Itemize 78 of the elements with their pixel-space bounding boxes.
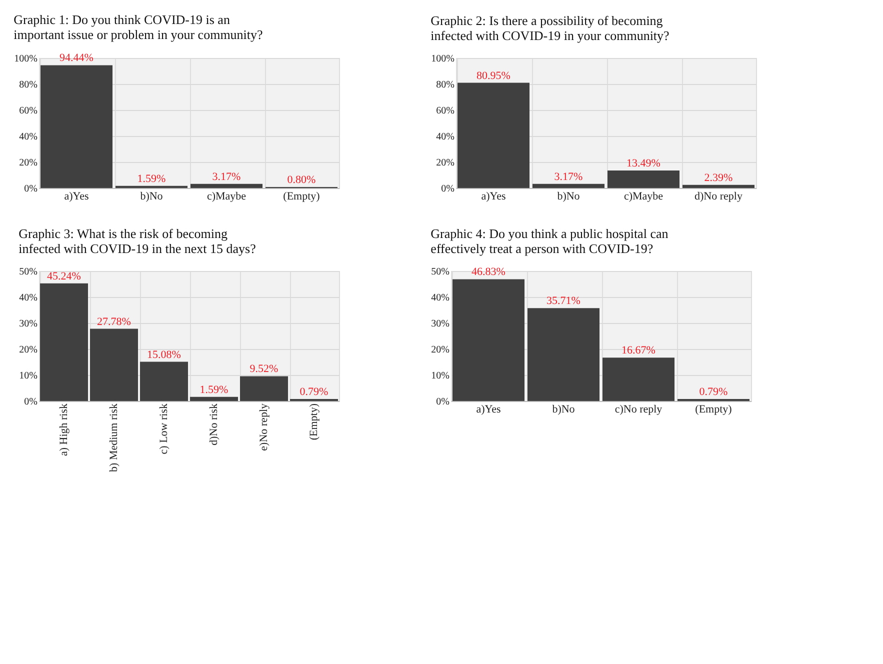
y-tick-label: 0% (436, 396, 450, 408)
bar (240, 376, 288, 401)
data-label: 13.49% (626, 157, 660, 170)
data-label: 27.78% (97, 316, 131, 328)
x-tick-label: b)No (557, 190, 580, 202)
data-label: 3.17% (554, 170, 583, 183)
y-tick-label: 10% (19, 370, 38, 382)
y-tick-label: 20% (19, 158, 38, 168)
bar (190, 184, 262, 188)
x-tick-label: a)Yes (64, 190, 89, 202)
y-tick-label: 10% (431, 370, 450, 382)
bar (190, 396, 238, 401)
x-tick-label: c) Low risk (158, 403, 170, 454)
data-label: 9.52% (250, 363, 278, 376)
x-tick-label: a)Yes (476, 404, 501, 416)
y-tick-label: 0% (441, 184, 454, 194)
bar (40, 65, 112, 188)
y-tick-label: 20% (19, 344, 38, 356)
y-tick-label: 100% (14, 54, 38, 64)
chart-title: Graphic 2: Is there a possibility of becoming infected with COVID-19 in your community? (430, 13, 670, 43)
x-tick-label: b)No (552, 404, 576, 416)
x-tick-label: b)No (140, 190, 164, 202)
bar (528, 308, 600, 401)
x-tick-label: (Empty) (695, 404, 732, 416)
y-tick-label: 40% (436, 132, 454, 142)
x-tick-label: e)No reply (258, 403, 270, 451)
bar (452, 279, 524, 401)
x-tick-label: a) High risk (58, 403, 70, 456)
x-tick-label: d)No risk (208, 403, 220, 446)
data-label: 35.71% (546, 295, 580, 308)
y-tick-label: 60% (436, 106, 454, 116)
bar (140, 362, 188, 401)
y-tick-label: 80% (436, 80, 454, 90)
x-tick-label: c)Maybe (624, 190, 664, 202)
bar (682, 184, 754, 188)
data-label: 0.80% (287, 174, 316, 186)
chart-title: Graphic 4: Do you think a public hospital can effectively treat a person with COVID-19? (430, 226, 669, 256)
data-label: 16.67% (622, 344, 656, 357)
bar (532, 184, 604, 188)
chart-title: Graphic 3: What is the risk of becoming infected with COVID-19 in the next 15 days? (18, 226, 256, 256)
y-tick-label: 40% (431, 292, 450, 304)
y-tick-label: 20% (436, 158, 454, 168)
y-tick-label: 60% (19, 106, 38, 116)
data-label: 1.59% (200, 384, 228, 396)
data-label: 0.79% (699, 386, 728, 398)
bar (40, 283, 88, 401)
data-label: 3.17% (212, 170, 241, 183)
data-label: 0.79% (300, 386, 328, 398)
x-tick-label: c)No reply (614, 404, 663, 416)
y-tick-label: 50% (431, 266, 450, 278)
x-tick-label: c)Maybe (206, 190, 246, 202)
bar (458, 82, 530, 188)
y-tick-label: 0% (24, 184, 38, 194)
bar (90, 328, 138, 401)
data-label: 15.08% (147, 348, 181, 361)
bar (608, 170, 680, 188)
y-tick-label: 40% (19, 132, 38, 142)
x-tick-label: (Empty) (308, 403, 320, 440)
x-tick-label: (Empty) (283, 190, 320, 202)
x-tick-label: a)Yes (481, 190, 506, 202)
data-label: 1.59% (137, 172, 166, 185)
chart-title: Graphic 1: Do you think COVID-19 is an important issue or problem in your community? (14, 12, 264, 42)
x-tick-label: d)No reply (694, 190, 743, 202)
data-label: 2.39% (704, 172, 733, 184)
data-label: 80.95% (476, 70, 510, 82)
data-label: 45.24% (47, 270, 81, 282)
y-tick-label: 50% (19, 266, 38, 278)
bar (602, 358, 674, 401)
data-label: 46.83% (472, 266, 506, 278)
y-tick-label: 30% (431, 318, 450, 330)
y-tick-label: 20% (431, 344, 450, 356)
y-tick-label: 30% (19, 318, 38, 330)
x-tick-label: b) Medium risk (108, 403, 120, 472)
y-tick-label: 40% (19, 292, 38, 304)
data-label: 94.44% (60, 52, 94, 64)
y-tick-label: 100% (431, 54, 454, 64)
y-tick-label: 80% (19, 80, 38, 90)
y-tick-label: 0% (24, 396, 38, 408)
